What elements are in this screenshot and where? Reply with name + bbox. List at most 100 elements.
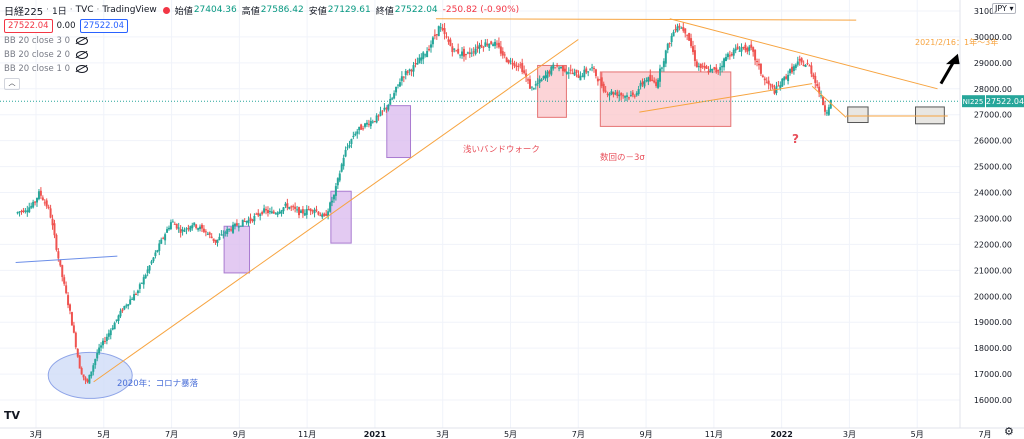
candle-body [371, 121, 374, 123]
candle-body [296, 209, 299, 211]
candle-body [560, 66, 563, 68]
data-source: TVC [75, 5, 94, 15]
candle-body [414, 63, 417, 65]
hidden-eye-icon[interactable] [76, 37, 88, 45]
candle-body [509, 60, 512, 62]
candle-body [503, 54, 506, 56]
candle-body [367, 123, 370, 125]
candle-body [396, 84, 399, 86]
candle-body [358, 126, 361, 131]
up-arrow-shaft [939, 59, 956, 85]
candle-body [600, 77, 603, 87]
indicator-bb-2[interactable]: BB 20 close 2 0 [4, 50, 88, 60]
candle-body [571, 73, 574, 75]
candle-body [604, 90, 607, 92]
candle-body [655, 82, 658, 87]
candle-body [195, 224, 198, 228]
candle-body [449, 39, 452, 46]
candle-body [484, 42, 487, 47]
candle-body [18, 211, 21, 213]
candle-body [383, 107, 386, 110]
candle-body [406, 71, 409, 74]
candle-body [354, 133, 357, 136]
y-tick-label: 29000.00 [974, 59, 1012, 68]
high-value: 27586.42 [260, 5, 304, 15]
candle-body [495, 43, 498, 45]
candle-body [173, 223, 176, 225]
gear-icon[interactable]: ⚙ [1004, 425, 1014, 438]
candle-body [536, 83, 539, 85]
interval[interactable]: 1日 [51, 6, 67, 17]
candle-body [84, 377, 87, 381]
candle-body [65, 285, 68, 294]
symbol-header: 日経225 · 1日 · TVC · TradingView 始値 27404.3… [4, 2, 519, 18]
currency-selector[interactable]: JPY ▾ [992, 3, 1017, 14]
candle-body [721, 65, 724, 68]
candle-body [771, 85, 774, 88]
candle-body [88, 374, 91, 384]
candle-body [74, 332, 77, 348]
candle-body [641, 81, 644, 85]
candle-body [125, 305, 128, 307]
candle-body [765, 82, 768, 84]
candle-body [78, 355, 81, 369]
candle-body [228, 228, 231, 230]
candle-body [486, 43, 489, 46]
hidden-eye-icon[interactable] [76, 65, 88, 73]
candle-body [276, 212, 279, 215]
candle-body [777, 85, 780, 87]
candle-body [257, 212, 260, 216]
candles [16, 22, 832, 385]
buy-price-pill[interactable]: 27522.04 [79, 19, 129, 33]
candle-body [136, 290, 139, 294]
candle-body [230, 229, 233, 231]
candle-body [156, 250, 159, 253]
candle-body [513, 63, 516, 67]
candle-body [672, 31, 675, 37]
candle-body [214, 239, 217, 243]
tradingview-logo-icon[interactable]: TV [4, 409, 21, 422]
candle-body [424, 54, 427, 56]
candle-body [385, 107, 388, 109]
candle-body [660, 67, 663, 69]
candle-body [435, 34, 438, 36]
candle-body [286, 203, 289, 208]
candle-body [410, 70, 413, 72]
candle-body [616, 91, 619, 96]
collapse-legend-button[interactable]: ︿ [4, 78, 20, 90]
candle-body [249, 217, 252, 221]
up-arrow-head [946, 53, 960, 65]
candle-body [480, 44, 483, 47]
candle-body [232, 224, 235, 233]
candle-body [412, 65, 415, 72]
candle-body [37, 191, 40, 200]
sell-price-pill[interactable]: 27522.04 [4, 19, 53, 33]
candle-body [160, 239, 163, 244]
candle-body [587, 71, 590, 73]
candle-body [305, 208, 308, 215]
symbol-name[interactable]: 日経225 [4, 6, 44, 18]
hidden-eye-icon[interactable] [76, 51, 88, 59]
close-label: 終値 [375, 6, 394, 17]
candle-body [265, 209, 268, 211]
candle-body [455, 50, 458, 52]
time-axis[interactable]: 3月 5月 7月 9月 11月 2021 3月 5月 7月 9月 11月 2022 3月 5月 7月 [0, 427, 1024, 439]
candle-body [30, 205, 33, 208]
candle-body [313, 209, 316, 214]
candle-body [365, 122, 368, 125]
future-box [847, 106, 869, 124]
candle-body [187, 228, 190, 230]
candle-body [457, 48, 460, 54]
indicator-bb-1[interactable]: BB 20 close 1 0 [4, 64, 88, 74]
candle-body [534, 84, 537, 86]
candle-body [742, 46, 745, 48]
symbol-tag-label: NI225 [963, 98, 984, 106]
candle-body [20, 211, 23, 213]
close-value: 27522.04 [394, 5, 438, 15]
indicator-bb-3[interactable]: BB 20 close 3 0 [4, 36, 88, 46]
x-tick-label: 9月 [640, 430, 653, 439]
candle-body [546, 71, 549, 78]
change-value: -250.82 (-0.90%) [442, 5, 520, 15]
